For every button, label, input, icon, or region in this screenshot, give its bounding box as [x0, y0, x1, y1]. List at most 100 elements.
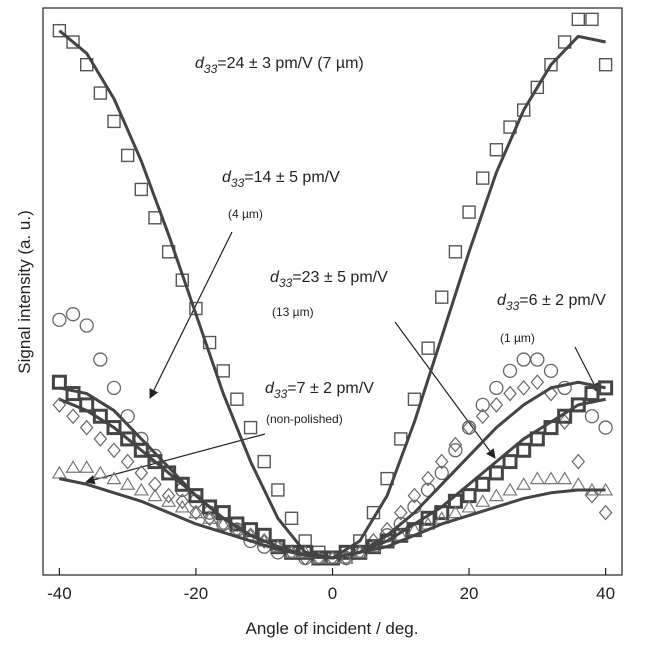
triangle-point: [461, 499, 477, 513]
annotation-symbol: d: [222, 169, 232, 186]
circle-point: [516, 352, 531, 367]
bold-square-point: [475, 476, 491, 492]
circle-point: [598, 420, 613, 435]
square-point: [435, 290, 449, 304]
diamond-point: [557, 413, 572, 430]
point-series: [52, 374, 613, 566]
arrow: [85, 433, 266, 485]
square-point: [516, 103, 531, 117]
x-axis-label: Angle of incident / deg.: [246, 619, 419, 638]
diamond-point: [434, 453, 449, 470]
circle-point: [79, 318, 94, 333]
x-tick-label: -40: [47, 584, 72, 603]
diamond-point: [585, 487, 599, 504]
square-point: [571, 12, 586, 27]
diamond-point: [421, 470, 435, 487]
triangle-point: [65, 460, 81, 473]
triangle-point: [133, 482, 149, 496]
y-axis-label: Signal intensity (a. u.): [15, 210, 34, 373]
square-point: [257, 454, 271, 469]
triangle-point: [570, 477, 586, 490]
square-point: [271, 483, 285, 497]
diamond-point: [107, 442, 121, 459]
square-point: [530, 80, 545, 95]
annotation-symbol: d: [195, 55, 205, 72]
square-point: [421, 341, 435, 355]
annotation-subscript: 33: [506, 299, 520, 313]
diamond-point: [503, 385, 517, 402]
triangle-point: [502, 482, 518, 496]
triangle-point: [475, 494, 491, 507]
triangle-point: [106, 471, 122, 485]
circle-point: [475, 397, 490, 413]
point-series: [52, 12, 613, 565]
circle-point: [434, 465, 449, 481]
triangle-point: [51, 465, 67, 479]
diamond-point: [189, 504, 203, 521]
square-point: [557, 35, 572, 49]
diamond-point: [52, 396, 67, 413]
triangle-point: [543, 471, 559, 485]
circle-point: [52, 312, 67, 328]
circle-point: [489, 380, 504, 396]
diamond-point: [407, 487, 422, 504]
square-point: [462, 205, 476, 219]
x-tick-label: 40: [596, 584, 615, 603]
square-point: [407, 392, 422, 406]
square-point: [243, 420, 258, 435]
diamond-point: [598, 504, 613, 521]
bold-square-point: [502, 454, 518, 470]
square-point: [230, 392, 244, 406]
annotation-text: =14 ± 5 pm/V: [244, 169, 340, 186]
square-point: [448, 245, 463, 259]
diamond-point: [571, 453, 586, 470]
diamond-point: [161, 487, 176, 504]
square-point: [585, 12, 599, 27]
diamond-point: [448, 436, 463, 453]
triangle-point: [92, 465, 108, 479]
annotation-symbol: d: [270, 269, 280, 286]
annotation-note: (1 µm): [500, 331, 535, 345]
annotation-note: (13 µm): [272, 305, 314, 319]
annotation-subscript: 33: [279, 276, 293, 290]
fit-line: [59, 380, 606, 560]
bold-square-point: [106, 420, 122, 436]
square-point: [216, 364, 230, 378]
square-point: [284, 511, 299, 525]
triangle-point: [202, 511, 218, 524]
square-point: [66, 35, 80, 49]
annotation: d33=23 ± 5 pm/V: [270, 269, 388, 290]
square-point: [476, 171, 490, 185]
circle-point: [502, 363, 518, 379]
diamond-point: [134, 465, 149, 481]
annotation-symbol: d: [265, 380, 275, 397]
bold-square-point: [51, 374, 67, 390]
bold-square-point: [516, 442, 532, 458]
annotation-subscript: 33: [274, 387, 288, 401]
square-point: [93, 86, 108, 100]
circle-point: [530, 352, 545, 367]
arrow: [394, 321, 496, 459]
triangle-point: [161, 494, 177, 507]
annotation-symbol: d: [497, 292, 507, 309]
square-point: [202, 335, 217, 350]
bold-square-point: [174, 476, 190, 492]
triangle-point: [338, 550, 354, 564]
annotation-note: (4 µm): [228, 207, 263, 221]
triangle-point: [147, 488, 163, 502]
diamond-point: [120, 453, 135, 470]
circle-point: [106, 380, 122, 396]
x-tick-label: -20: [184, 584, 209, 603]
annotation: d33=24 ± 3 pm/V (7 µm): [195, 55, 364, 76]
circle-point: [543, 363, 559, 379]
triangle-point: [120, 477, 136, 490]
bold-square-point: [529, 431, 545, 447]
diamond-point: [530, 374, 545, 391]
annotation-text: =24 ± 3 pm/V (7 µm): [217, 55, 364, 72]
annotation: d33=7 ± 2 pm/V: [265, 380, 374, 401]
diamond-point: [516, 379, 531, 396]
bold-square-point: [188, 488, 204, 504]
diamond-point: [93, 430, 108, 447]
annotation-text: =23 ± 5 pm/V: [292, 269, 388, 286]
diamond-point: [475, 408, 490, 425]
